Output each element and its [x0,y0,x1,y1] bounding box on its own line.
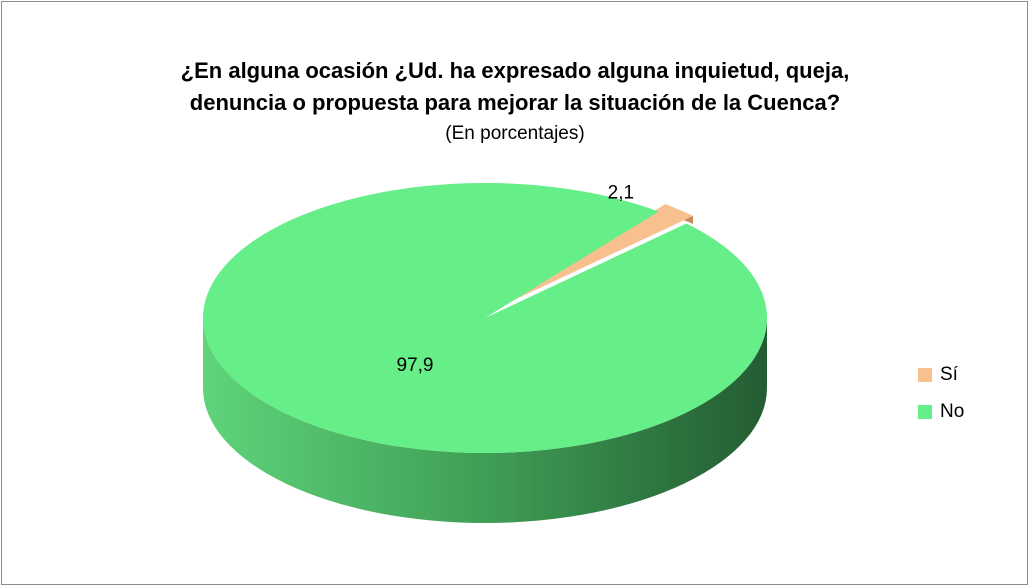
data-label: 97,9 [397,355,434,376]
legend-label: No [940,401,964,422]
pie-side [203,318,767,523]
chart-title: denuncia o propuesta para mejorar la sit… [190,90,840,115]
pie-slice [202,182,767,454]
pie-slice [491,204,694,311]
chart-title: ¿En alguna ocasión ¿Ud. ha expresado alg… [181,58,850,83]
legend-swatch [918,368,932,382]
chart-subtitle: (En porcentajes) [445,123,584,144]
legend-swatch [918,405,932,419]
data-label: 2,1 [608,182,634,203]
legend-label: Sí [940,364,959,385]
